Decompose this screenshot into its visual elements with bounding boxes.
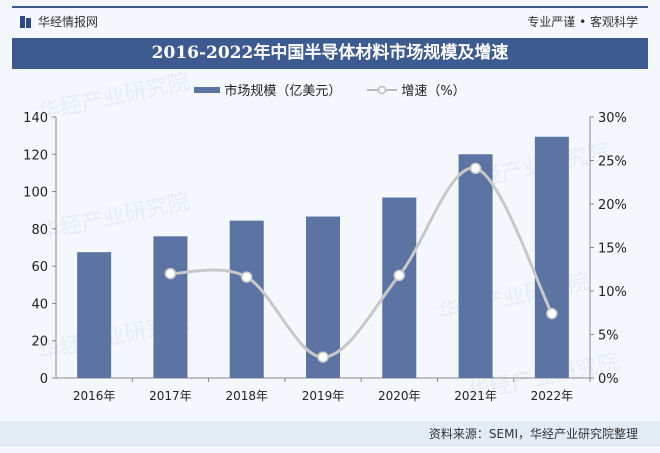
bar: [534, 136, 569, 378]
growth-point: [546, 307, 558, 320]
bar: [229, 220, 264, 378]
legend-line-label: 增速（%）: [401, 84, 466, 99]
right-tick-label: 25%: [598, 155, 627, 170]
legend-line-swatch: [367, 85, 398, 94]
brand-logo-icon: [20, 15, 32, 28]
x-tick-label: 2019年: [302, 389, 345, 403]
watermark: 华经产业研究院: [36, 69, 192, 125]
right-tick-label: 30%: [598, 111, 627, 126]
left-tick-label: 40: [31, 297, 48, 312]
growth-point: [393, 269, 406, 282]
bar: [458, 154, 493, 378]
growth-point: [469, 162, 482, 175]
left-tick-label: 100: [23, 186, 48, 201]
x-tick-label: 2022年: [531, 389, 574, 403]
right-tick-label: 15%: [598, 242, 627, 257]
legend-bar-swatch: [194, 86, 221, 93]
x-tick-label: 2020年: [378, 389, 421, 403]
x-tick-label: 2016年: [73, 389, 116, 403]
growth-point: [317, 351, 329, 363]
left-tick-label: 120: [23, 148, 48, 163]
legend-bar-label: 市场规模（亿美元）: [224, 84, 342, 99]
bar: [153, 236, 188, 378]
bar: [306, 216, 340, 378]
brand: 华经情报网: [20, 13, 98, 30]
right-tick-label: 0%: [598, 372, 619, 387]
right-tick-label: 5%: [598, 329, 619, 344]
x-tick-label: 2017年: [149, 389, 192, 403]
bar: [382, 197, 417, 378]
brand-name: 华经情报网: [38, 15, 99, 29]
chart-title: 2016-2022年中国半导体材料市场规模及增速: [12, 38, 648, 69]
left-tick-label: 140: [23, 111, 48, 126]
right-tick-label: 10%: [598, 285, 627, 300]
growth-point: [164, 267, 177, 280]
left-tick-label: 20: [31, 335, 48, 350]
right-tick-label: 20%: [598, 198, 627, 213]
top-rule: [12, 6, 648, 8]
source-note: 资料来源：SEMI，华经产业研究院整理: [0, 421, 660, 447]
growth-line: [170, 166, 554, 359]
slogan: 专业严谨 • 客观科学: [527, 15, 638, 29]
x-tick-label: 2021年: [454, 389, 497, 403]
legend-bar: 市场规模（亿美元）: [194, 80, 341, 99]
left-tick-label: 60: [31, 260, 48, 275]
x-tick-label: 2018年: [225, 389, 268, 403]
legend-line: 增速（%）: [367, 80, 466, 99]
legend: 市场规模（亿美元） 增速（%）: [0, 80, 660, 99]
left-tick-label: 0: [40, 372, 48, 387]
growth-point: [240, 271, 253, 283]
bar: [77, 252, 112, 378]
left-tick-label: 80: [31, 223, 48, 238]
